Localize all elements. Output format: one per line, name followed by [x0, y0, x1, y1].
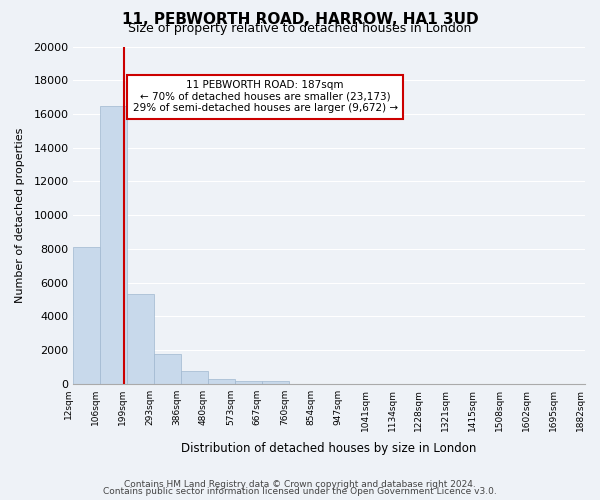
Bar — [208, 379, 235, 384]
Bar — [154, 354, 181, 384]
Text: 11, PEBWORTH ROAD, HARROW, HA1 3UD: 11, PEBWORTH ROAD, HARROW, HA1 3UD — [122, 12, 478, 26]
Bar — [100, 106, 127, 384]
Bar — [262, 382, 289, 384]
Text: Size of property relative to detached houses in London: Size of property relative to detached ho… — [128, 22, 472, 35]
X-axis label: Distribution of detached houses by size in London: Distribution of detached houses by size … — [181, 442, 477, 455]
Text: 11 PEBWORTH ROAD: 187sqm
← 70% of detached houses are smaller (23,173)
29% of se: 11 PEBWORTH ROAD: 187sqm ← 70% of detach… — [133, 80, 398, 114]
Bar — [127, 294, 154, 384]
Y-axis label: Number of detached properties: Number of detached properties — [15, 128, 25, 303]
Bar — [235, 380, 262, 384]
Text: Contains HM Land Registry data © Crown copyright and database right 2024.: Contains HM Land Registry data © Crown c… — [124, 480, 476, 489]
Text: Contains public sector information licensed under the Open Government Licence v3: Contains public sector information licen… — [103, 488, 497, 496]
Bar — [181, 372, 208, 384]
Bar — [73, 248, 100, 384]
